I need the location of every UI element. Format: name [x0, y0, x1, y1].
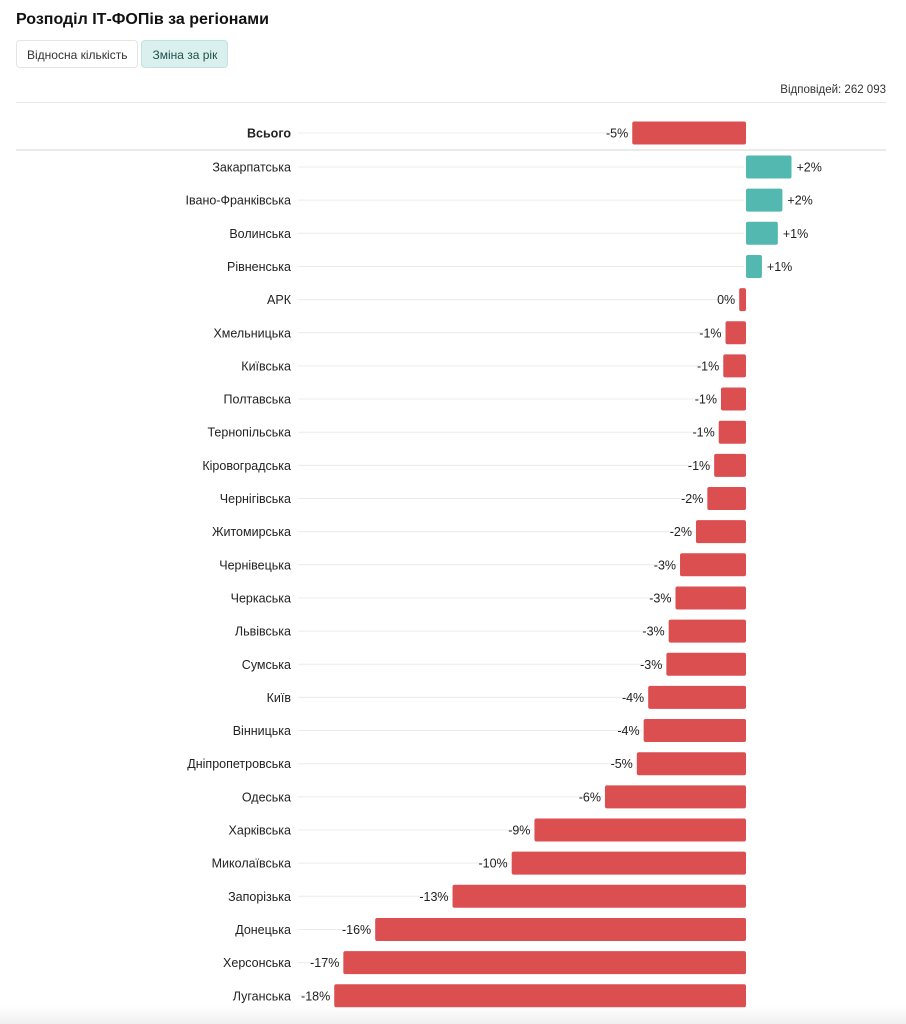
- value-label: -18%: [301, 989, 330, 1003]
- category-label: Тернопільська: [207, 426, 291, 440]
- value-label: -16%: [342, 923, 371, 937]
- category-label: Рівненська: [227, 260, 291, 274]
- value-label: -4%: [622, 691, 644, 705]
- category-label: Чернігівська: [220, 492, 291, 506]
- bar: [675, 586, 746, 610]
- category-label: Хмельницька: [213, 326, 291, 340]
- bar: [636, 752, 746, 776]
- value-label: -1%: [692, 426, 714, 440]
- bar: [739, 288, 746, 312]
- category-label: Дніпропетровська: [187, 757, 291, 771]
- value-label: -17%: [310, 956, 339, 970]
- bar: [604, 785, 746, 809]
- bar: [632, 121, 746, 145]
- category-label: Одеська: [242, 790, 291, 804]
- bar: [534, 818, 746, 842]
- category-label: Чернівецька: [219, 558, 291, 572]
- bar: [746, 254, 762, 278]
- value-label: -10%: [478, 857, 507, 871]
- value-label: +1%: [767, 260, 792, 274]
- bar: [668, 619, 746, 643]
- category-label: Херсонська: [223, 956, 291, 970]
- category-label: Всього: [247, 127, 291, 141]
- chart-title: Розподіл ІТ-ФОПів за регіонами: [16, 11, 269, 28]
- category-label: Донецька: [235, 923, 291, 937]
- bar: [511, 851, 746, 875]
- category-label: Полтавська: [224, 393, 291, 407]
- bar: [746, 155, 792, 179]
- category-label: Волинська: [229, 227, 291, 241]
- bar: [343, 951, 746, 975]
- value-label: -5%: [606, 127, 628, 141]
- category-label: Івано-Франківська: [186, 194, 292, 208]
- value-label: +2%: [787, 194, 812, 208]
- bar: [725, 321, 746, 345]
- category-label: Вінницька: [233, 724, 291, 738]
- value-label: -5%: [611, 757, 633, 771]
- value-label: -6%: [579, 790, 601, 804]
- bar: [680, 553, 746, 577]
- value-label: -13%: [419, 890, 448, 904]
- category-label: Київ: [267, 691, 292, 705]
- category-label: Кіровоградська: [202, 459, 291, 473]
- bar: [714, 453, 746, 477]
- category-label: Черкаська: [231, 591, 291, 605]
- bar: [746, 188, 783, 212]
- bar: [707, 487, 746, 510]
- value-label: +2%: [797, 161, 822, 175]
- bar: [648, 685, 746, 709]
- value-label: -3%: [642, 625, 664, 639]
- value-label: -1%: [688, 459, 710, 473]
- category-label: Житомирська: [212, 525, 291, 539]
- bar: [695, 520, 746, 544]
- value-label: -1%: [699, 326, 721, 340]
- tab-yearly-change[interactable]: Зміна за рік: [141, 40, 229, 68]
- value-label: +1%: [783, 227, 808, 241]
- header-divider: [16, 102, 886, 103]
- category-label: Запорізька: [228, 890, 291, 904]
- value-label: -3%: [640, 658, 662, 672]
- value-label: -1%: [695, 393, 717, 407]
- bar: [666, 652, 746, 676]
- value-label: -3%: [654, 558, 676, 572]
- bar: [375, 917, 746, 941]
- bar: [643, 719, 746, 743]
- value-label: -9%: [508, 824, 530, 838]
- bar: [334, 984, 746, 1008]
- category-label: Луганська: [233, 989, 291, 1003]
- category-label: Миколаївська: [212, 857, 291, 871]
- bar: [718, 420, 746, 444]
- value-label: -2%: [681, 492, 703, 506]
- bar: [452, 884, 746, 908]
- value-label: -4%: [617, 724, 639, 738]
- value-label: -2%: [670, 525, 692, 539]
- tab-relative-count[interactable]: Відносна кількість: [16, 40, 139, 68]
- category-label: Київська: [241, 359, 291, 373]
- category-label: Харківська: [229, 824, 291, 838]
- value-label: -3%: [649, 591, 671, 605]
- view-tabs: Відносна кількість Зміна за рік: [16, 40, 229, 68]
- value-label: 0%: [717, 293, 735, 307]
- category-label: Закарпатська: [212, 161, 291, 175]
- bar: [746, 221, 778, 245]
- bar: [723, 354, 746, 378]
- value-label: -1%: [697, 359, 719, 373]
- category-label: АРК: [267, 293, 292, 307]
- category-label: Сумська: [242, 658, 291, 672]
- responses-count: Відповідей: 262 093: [780, 84, 886, 96]
- category-label: Львівська: [235, 625, 291, 639]
- bar: [720, 387, 746, 411]
